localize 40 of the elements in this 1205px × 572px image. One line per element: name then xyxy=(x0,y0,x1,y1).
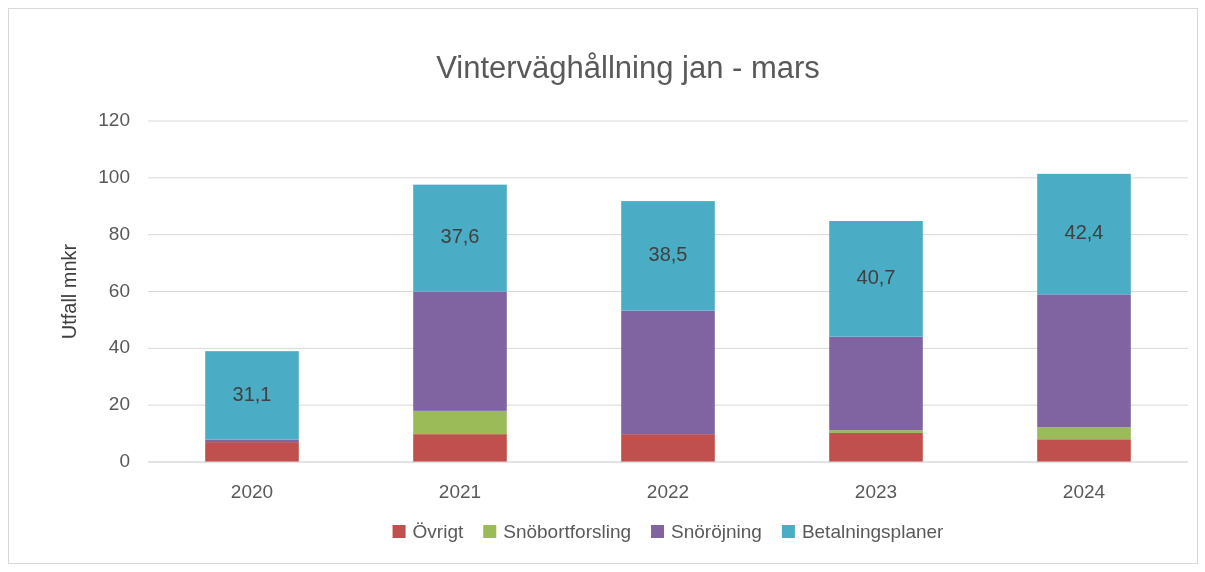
y-axis-title: Utfall mnkr xyxy=(58,243,80,340)
legend-label: Övrigt xyxy=(412,521,464,542)
x-tick-label: 2020 xyxy=(230,481,274,502)
y-tick-label: 20 xyxy=(108,393,130,415)
x-tick-label: 2021 xyxy=(438,481,482,502)
bar xyxy=(829,433,923,462)
bar xyxy=(205,442,299,462)
bar xyxy=(1037,294,1131,428)
bar xyxy=(1037,173,1131,295)
data-label: 38,5 xyxy=(648,243,688,266)
bar xyxy=(829,221,923,337)
y-tick-label: 40 xyxy=(108,336,130,358)
bar xyxy=(1037,439,1131,462)
bar xyxy=(413,434,507,462)
bar xyxy=(413,184,507,292)
data-label: 40,7 xyxy=(856,266,896,289)
bar xyxy=(205,351,299,440)
y-tick-label: 120 xyxy=(98,109,130,131)
y-tick-label: 80 xyxy=(108,222,130,244)
bar xyxy=(621,434,715,462)
legend-label: Snöröjning xyxy=(671,521,762,542)
bar xyxy=(621,310,715,435)
bar xyxy=(413,410,507,435)
bar xyxy=(621,201,715,311)
y-tick-label: 60 xyxy=(108,279,130,301)
bar xyxy=(829,430,923,434)
x-tick-label: 2023 xyxy=(854,481,898,502)
x-tick-label: 2024 xyxy=(1062,481,1106,502)
bar xyxy=(1037,427,1131,440)
bar xyxy=(829,336,923,431)
x-tick-label: 2022 xyxy=(646,481,690,502)
chart-title: Vinterväghållning jan - mars xyxy=(436,50,820,85)
legend-label: Betalningsplaner xyxy=(801,521,945,542)
bar xyxy=(413,291,507,411)
data-label: 31,1 xyxy=(232,382,272,405)
y-tick-label: 100 xyxy=(98,165,130,187)
y-tick-label: 0 xyxy=(119,450,130,472)
data-label: 42,4 xyxy=(1064,221,1104,244)
data-label: 37,6 xyxy=(440,225,480,248)
legend-label: Snöbortforsling xyxy=(503,521,632,542)
